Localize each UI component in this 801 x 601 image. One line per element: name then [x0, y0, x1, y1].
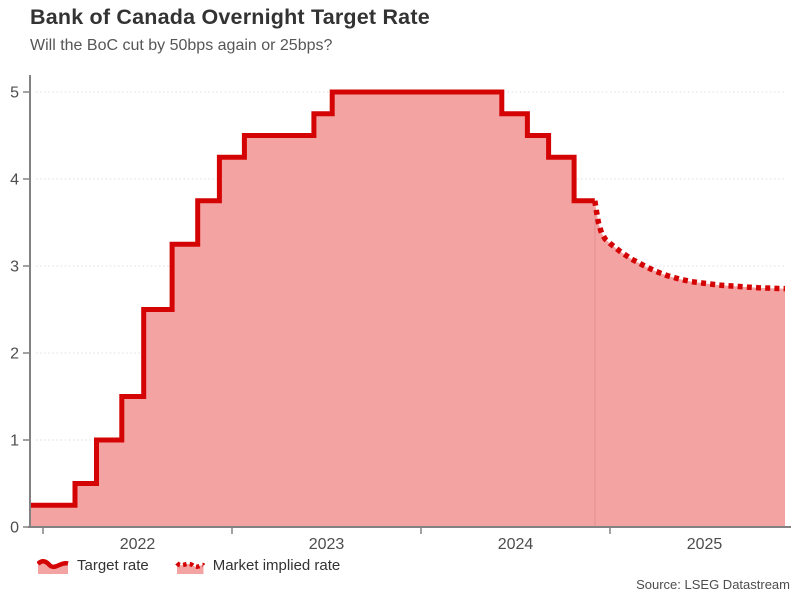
legend-label-market-implied-rate: Market implied rate: [212, 557, 341, 574]
legend-item-target-rate: Target rate: [37, 556, 149, 575]
x-tick-label-2022: 2022: [120, 536, 156, 553]
market-implied-line: [592, 200, 785, 292]
source-credit: Source: LSEG Datastream: [636, 577, 790, 592]
target-rate-area-icon: [37, 559, 69, 574]
x-tick-label-2023: 2023: [309, 536, 345, 553]
legend-item-market-implied-rate: Market implied rate: [174, 557, 341, 575]
y-tick-label-3: 3: [10, 259, 19, 276]
legend-label-target-rate: Target rate: [77, 557, 149, 574]
y-tick-label-0: 0: [10, 520, 19, 537]
legend: Target rate Market implied rate: [37, 556, 340, 575]
chart-subtitle: Will the BoC cut by 50bps again or 25bps…: [30, 37, 333, 54]
y-tick-label-5: 5: [10, 85, 19, 102]
x-tick-label-2025: 2025: [687, 536, 723, 553]
target-rate-line: [29, 89, 595, 508]
y-tick-label-1: 1: [10, 433, 19, 450]
chart-title: Bank of Canada Overnight Target Rate: [30, 5, 430, 29]
x-tick-label-2024: 2024: [498, 536, 534, 553]
market-implied-rate-area-icon: [174, 560, 205, 574]
target-rate-area: [29, 92, 595, 526]
y-tick-label-4: 4: [10, 172, 19, 189]
y-tick-label-2: 2: [10, 346, 19, 363]
market-implied-area: [594, 200, 785, 527]
